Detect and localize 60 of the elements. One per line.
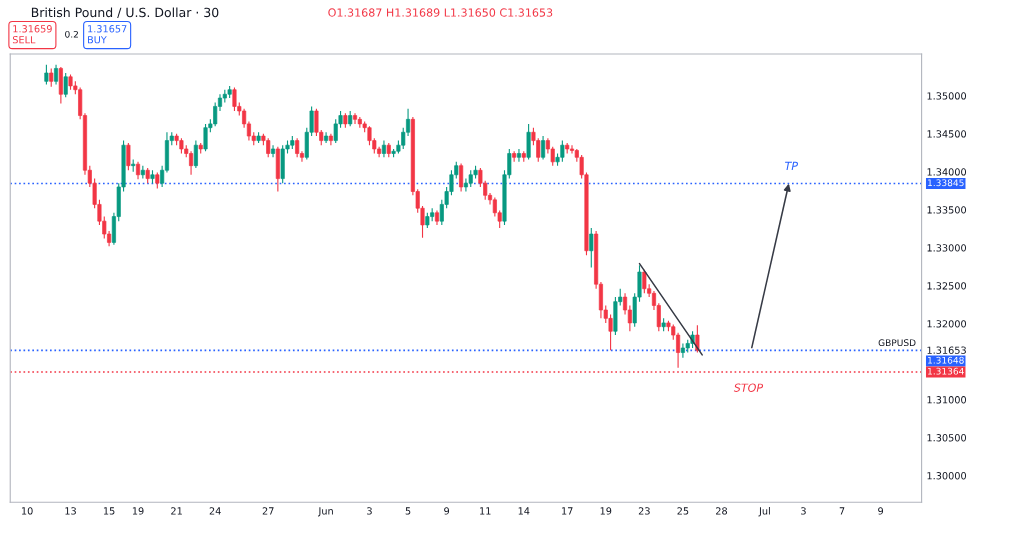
candlestick — [54, 64, 59, 85]
candlestick — [569, 144, 575, 155]
x-tick-label: 5 — [405, 507, 411, 515]
candlestick — [44, 64, 49, 85]
text: SELL — [12, 36, 36, 44]
candlestick — [126, 142, 131, 171]
candlestick — [49, 67, 54, 88]
x-tick-label: 3 — [367, 507, 372, 515]
annotation: STOP — [733, 383, 764, 392]
chart-title: British Pound / U.S. Dollar · 30 — [31, 7, 219, 19]
x-tick-label: 19 — [132, 507, 144, 515]
x-tick-label: 15 — [103, 507, 115, 515]
candlestick — [352, 112, 358, 125]
y-tick-label: 1.30500 — [927, 434, 967, 442]
candlestick — [63, 72, 68, 98]
y-tick-label: 1.34000 — [927, 168, 967, 176]
y-tick-label: 1.33000 — [927, 244, 967, 252]
x-tick-label: 13 — [65, 507, 76, 515]
x-tick-label: 9 — [444, 507, 450, 515]
y-tick-label: 1.32000 — [927, 320, 967, 328]
y-tick-label: 1.30000 — [927, 472, 967, 480]
x-tick-label: 25 — [677, 507, 689, 515]
chart-subtitle: O1.31687 H1.31689 L1.31650 C1.31653 — [328, 8, 553, 17]
x-tick-label: 3 — [801, 507, 806, 515]
candlestick — [459, 162, 464, 193]
annotation: GBPUSD — [878, 339, 916, 347]
ref-line-label: 1.31648 — [928, 356, 964, 364]
y-tick-label: 1.32500 — [927, 282, 967, 290]
candlestick — [541, 135, 546, 161]
x-tick-label: 10 — [22, 507, 33, 515]
candlestick — [193, 140, 198, 169]
y-tick-label: 1.34500 — [927, 130, 967, 138]
y-tick-label: 1.33500 — [927, 206, 967, 214]
text: 1.31657 — [88, 25, 127, 33]
y-tick-label: 1.35000 — [927, 92, 967, 100]
y-tick-label: 1.31653 — [927, 346, 966, 354]
x-tick-label: Jul — [758, 507, 770, 517]
x-tick-label: 27 — [262, 507, 274, 515]
x-tick-label: 7 — [839, 507, 845, 515]
candlestick — [589, 227, 594, 269]
x-tick-label: 17 — [562, 507, 573, 515]
x-tick-label: 9 — [878, 507, 884, 515]
x-tick-label: 21 — [171, 507, 182, 515]
x-tick-label: 11 — [480, 507, 491, 515]
candlestick — [516, 148, 521, 163]
text: 1.31659 — [13, 25, 52, 33]
ref-line-label: 1.33845 — [928, 179, 964, 187]
annotation: TP — [785, 161, 798, 170]
x-tick-label: Jun — [317, 507, 333, 517]
text: 0.2 — [65, 30, 78, 38]
x-tick-label: 24 — [209, 507, 221, 515]
x-tick-label: 28 — [716, 507, 728, 515]
x-tick-label: 23 — [638, 507, 650, 515]
candlestick — [295, 137, 300, 158]
y-tick-label: 1.31000 — [927, 396, 967, 404]
text: BUY — [87, 36, 107, 44]
candlestick — [512, 150, 517, 163]
x-tick-label: 14 — [518, 507, 530, 515]
x-tick-label: 19 — [600, 507, 612, 515]
ref-line-label: 1.31364 — [928, 367, 964, 375]
